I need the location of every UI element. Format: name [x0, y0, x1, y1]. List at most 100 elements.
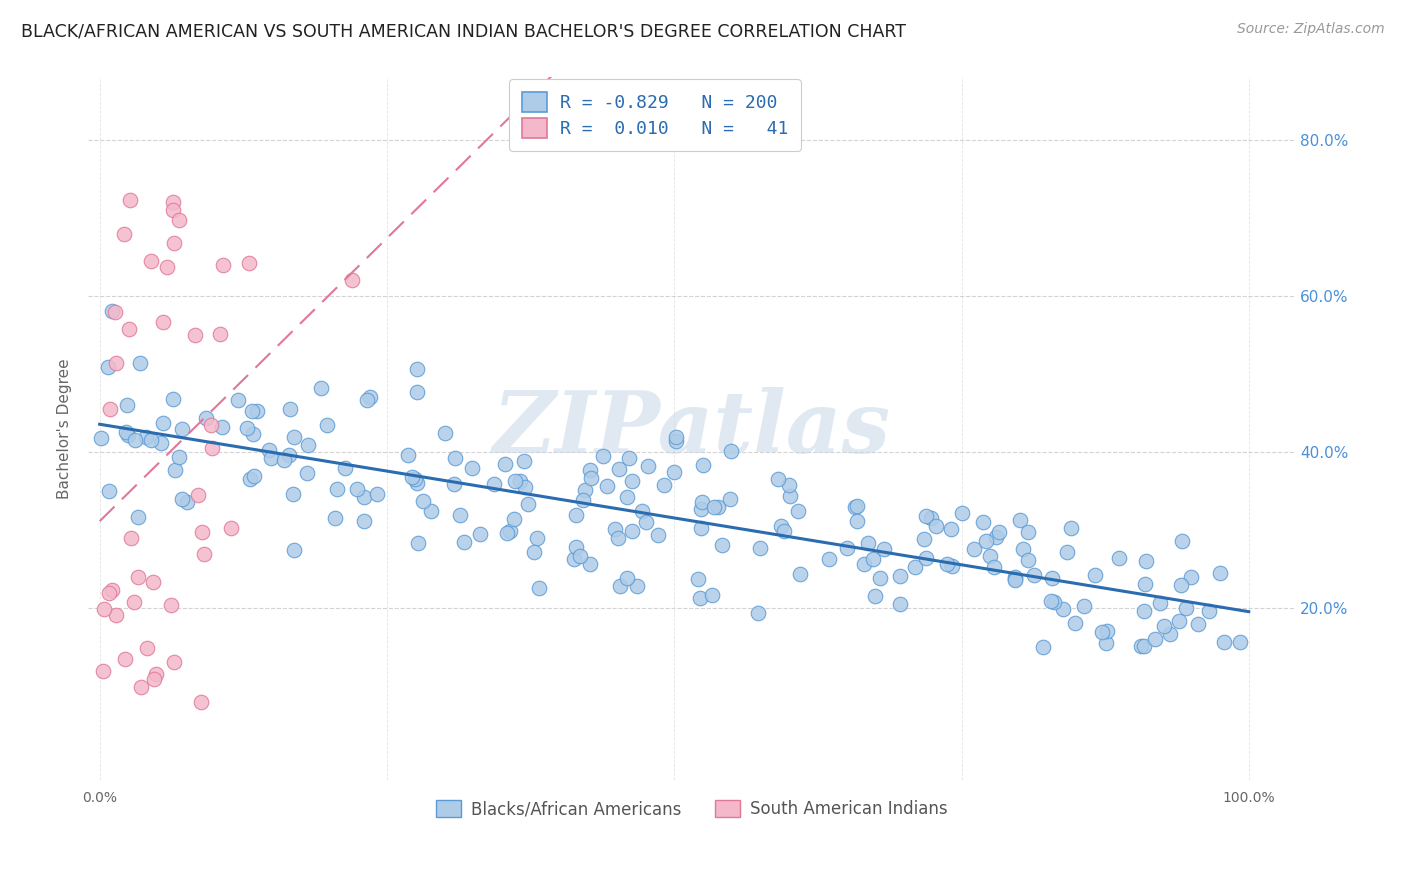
Point [692, 458, 714, 472]
Point [353, 514, 375, 528]
Point [104, 304, 127, 318]
Point [494, 457, 516, 471]
Point [665, 429, 688, 443]
Point [689, 521, 711, 535]
Point [226, 392, 249, 407]
Point [935, 558, 957, 572]
Point [359, 391, 381, 405]
Point [1052, 602, 1074, 616]
Point [127, 510, 149, 524]
Point [309, 381, 332, 395]
Point [1008, 512, 1031, 526]
Point [579, 471, 602, 485]
Point [925, 518, 948, 533]
Point [1004, 569, 1026, 583]
Point [578, 463, 600, 477]
Point [152, 315, 174, 329]
Point [115, 425, 138, 439]
Point [127, 570, 149, 584]
Point [1108, 550, 1130, 565]
Point [987, 524, 1010, 539]
Point [1149, 596, 1171, 610]
Point [162, 392, 184, 406]
Point [98, 483, 121, 498]
Point [219, 521, 242, 535]
Point [450, 508, 472, 523]
Point [135, 430, 157, 444]
Point [889, 597, 911, 611]
Point [115, 398, 138, 412]
Point [747, 607, 769, 621]
Point [1091, 625, 1114, 640]
Point [419, 504, 441, 518]
Point [165, 463, 187, 477]
Point [647, 528, 669, 542]
Point [142, 575, 165, 590]
Point [443, 476, 465, 491]
Point [1171, 534, 1194, 549]
Point [579, 557, 602, 571]
Point [941, 522, 963, 536]
Point [523, 545, 546, 559]
Point [1174, 600, 1197, 615]
Point [1144, 632, 1167, 647]
Point [1022, 568, 1045, 582]
Point [283, 430, 305, 444]
Point [149, 435, 172, 450]
Point [1095, 624, 1118, 638]
Point [163, 655, 186, 669]
Point [565, 541, 588, 555]
Point [941, 559, 963, 574]
Point [626, 579, 648, 593]
Point [91, 664, 114, 678]
Point [120, 531, 142, 545]
Point [844, 500, 866, 515]
Point [749, 541, 772, 555]
Point [236, 421, 259, 435]
Point [323, 511, 346, 525]
Y-axis label: Bachelor's Degree: Bachelor's Degree [58, 359, 72, 500]
Point [1012, 541, 1035, 556]
Point [869, 571, 891, 585]
Point [1043, 595, 1066, 609]
Point [170, 422, 193, 436]
Point [1170, 578, 1192, 592]
Point [703, 500, 725, 515]
Point [112, 227, 135, 241]
Point [707, 500, 730, 514]
Point [93, 602, 115, 616]
Point [238, 256, 260, 270]
Point [152, 416, 174, 430]
Point [1212, 635, 1234, 649]
Point [862, 552, 884, 566]
Point [183, 328, 205, 343]
Point [211, 258, 233, 272]
Point [787, 503, 810, 517]
Text: ZIPatlas: ZIPatlas [492, 387, 890, 471]
Point [689, 591, 711, 605]
Point [162, 202, 184, 217]
Point [98, 586, 121, 600]
Point [1130, 639, 1153, 653]
Point [773, 524, 796, 539]
Point [240, 404, 263, 418]
Point [513, 454, 536, 468]
Point [592, 450, 614, 464]
Point [1017, 553, 1039, 567]
Point [333, 460, 356, 475]
Point [920, 511, 942, 525]
Point [325, 482, 347, 496]
Point [139, 434, 162, 448]
Point [1133, 640, 1156, 654]
Point [162, 195, 184, 210]
Point [983, 560, 1005, 574]
Point [396, 448, 419, 462]
Point [124, 434, 146, 448]
Point [200, 417, 222, 432]
Point [769, 519, 792, 533]
Point [187, 488, 209, 502]
Point [114, 652, 136, 666]
Point [863, 590, 886, 604]
Point [766, 472, 789, 486]
Point [242, 426, 264, 441]
